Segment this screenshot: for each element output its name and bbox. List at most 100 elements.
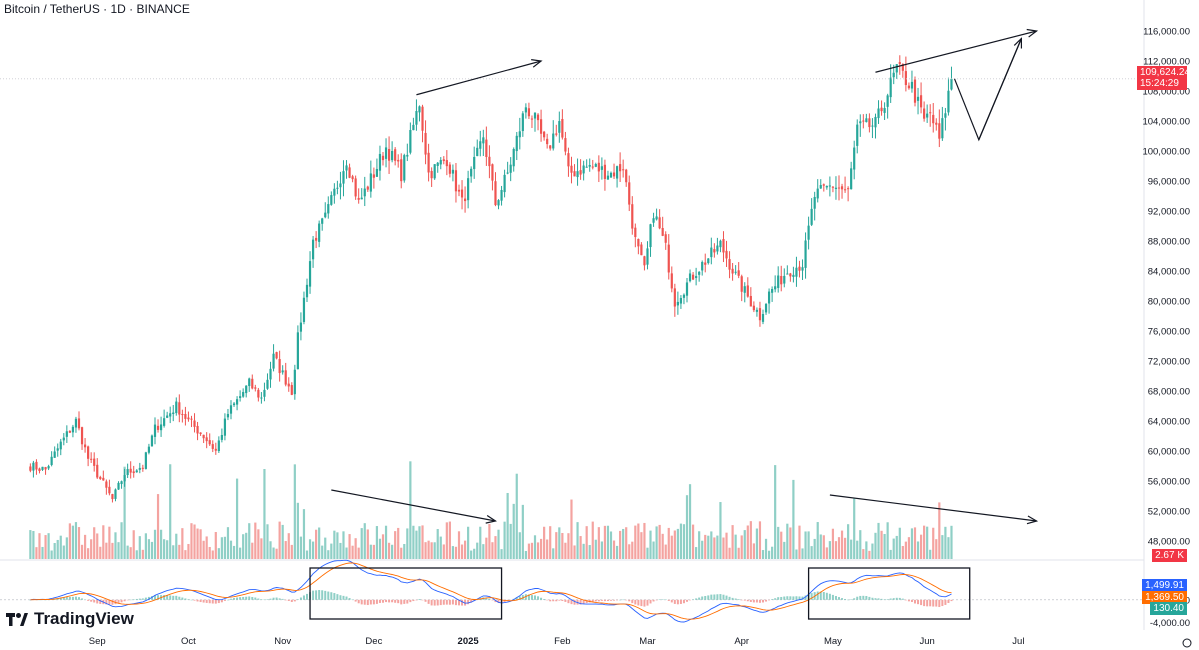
macd-histogram-bar — [111, 599, 114, 605]
macd-histogram-bar — [199, 599, 202, 603]
macd-histogram-bar — [278, 598, 281, 600]
volume-bar — [722, 537, 725, 559]
macd-histogram-bar — [345, 596, 348, 600]
volume-bar — [500, 549, 503, 559]
candle-body — [761, 313, 765, 322]
macd-histogram-bar — [375, 599, 378, 604]
candle-body — [226, 413, 230, 418]
volume-bar — [284, 541, 287, 559]
candle-body — [442, 159, 445, 162]
volume-badge: 2.67 K — [1152, 549, 1187, 562]
macd-histogram-bar — [217, 599, 220, 604]
macd-histogram-bar — [418, 599, 421, 600]
volume-bar — [254, 522, 257, 559]
macd-histogram-bar — [59, 597, 62, 600]
macd-histogram-bar — [886, 599, 889, 600]
volume-bar — [874, 532, 877, 559]
macd-histogram-bar — [710, 594, 713, 600]
candle-body — [935, 122, 938, 125]
candle-body — [254, 387, 257, 389]
volume-bar — [822, 535, 825, 559]
macd-histogram-bar — [561, 599, 564, 601]
macd-histogram-bar — [540, 597, 543, 600]
candle-body — [524, 107, 527, 113]
candle-body — [637, 238, 640, 247]
volume-bar — [682, 524, 686, 559]
volume-bar — [363, 523, 366, 559]
macd-histogram-bar — [360, 599, 363, 605]
volume-bar — [375, 526, 379, 559]
macd-histogram-bar — [81, 598, 84, 600]
macd-histogram-bar — [917, 599, 920, 605]
candle-body — [570, 165, 573, 173]
volume-bars — [29, 461, 953, 559]
macd-histogram-bar — [138, 598, 141, 600]
volume-bar — [871, 543, 874, 559]
candle-body — [467, 178, 470, 201]
macd-histogram-bar — [388, 599, 391, 603]
settings-gear-icon — [1182, 638, 1192, 648]
candle-body — [211, 444, 214, 449]
macd-histogram-bar — [397, 599, 400, 604]
volume-bar — [93, 527, 96, 559]
volume-bar — [555, 532, 558, 559]
macd-histogram-bar — [798, 596, 801, 600]
candle-body — [862, 120, 865, 122]
volume-bar — [132, 530, 135, 559]
candle-body — [576, 171, 579, 178]
volume-bar — [564, 542, 567, 559]
candle-body — [661, 227, 664, 236]
volume-bar — [129, 547, 132, 559]
candle-body — [847, 188, 850, 190]
volume-bar — [369, 544, 372, 559]
volume-bar — [153, 529, 157, 559]
macd-histogram-bar — [129, 599, 132, 601]
volume-bar — [561, 533, 564, 559]
volume-bar — [549, 526, 552, 559]
macd-histogram-bar — [166, 595, 169, 600]
volume-bar — [71, 525, 75, 559]
macd-histogram-bar — [719, 594, 722, 600]
tradingview-logo[interactable]: TradingView — [6, 609, 134, 629]
candle-body — [828, 185, 831, 187]
macd-histogram-bar — [555, 599, 558, 602]
candle-body — [801, 267, 804, 271]
symbol-header[interactable]: Bitcoin / TetherUS · 1D · BINANCE — [4, 2, 190, 16]
volume-bar — [792, 479, 795, 559]
macd-histogram-bar — [65, 596, 68, 600]
macd-histogram-bar — [758, 599, 761, 603]
macd-histogram-bar — [920, 599, 923, 606]
macd-histogram-bar — [181, 597, 184, 600]
volume-bar — [175, 533, 178, 559]
macd-histogram-bar — [850, 599, 853, 600]
price-tick-label: 112,000.00 — [1143, 57, 1190, 68]
candle-body — [831, 186, 835, 188]
candle-body — [874, 116, 877, 128]
candle-body — [83, 444, 87, 448]
candle-body — [403, 155, 406, 181]
candle-body — [865, 118, 868, 123]
candle-body — [460, 189, 464, 198]
candle-body — [366, 186, 369, 190]
macd-histogram-bar — [841, 598, 844, 600]
volume-bar — [935, 539, 938, 559]
candle-body — [311, 239, 315, 260]
volume-bar — [786, 523, 789, 559]
candle-body — [926, 113, 929, 118]
macd-histogram-bar — [503, 599, 506, 603]
candle-body — [150, 435, 154, 447]
candle-body — [901, 63, 904, 71]
time-tick-label: May — [824, 636, 842, 647]
macd-histogram-bar — [178, 596, 181, 600]
volume-bar — [318, 527, 321, 559]
macd-histogram-bar — [287, 599, 290, 601]
candle-body — [71, 426, 75, 433]
macd-histogram-bar — [272, 597, 275, 600]
candle-body — [871, 125, 874, 127]
volume-bar — [248, 523, 251, 559]
macd-histogram-bar — [868, 596, 871, 600]
candle-body — [424, 132, 427, 155]
volume-bar — [679, 523, 683, 559]
volume-bar — [725, 532, 728, 559]
volume-bar — [916, 541, 920, 559]
